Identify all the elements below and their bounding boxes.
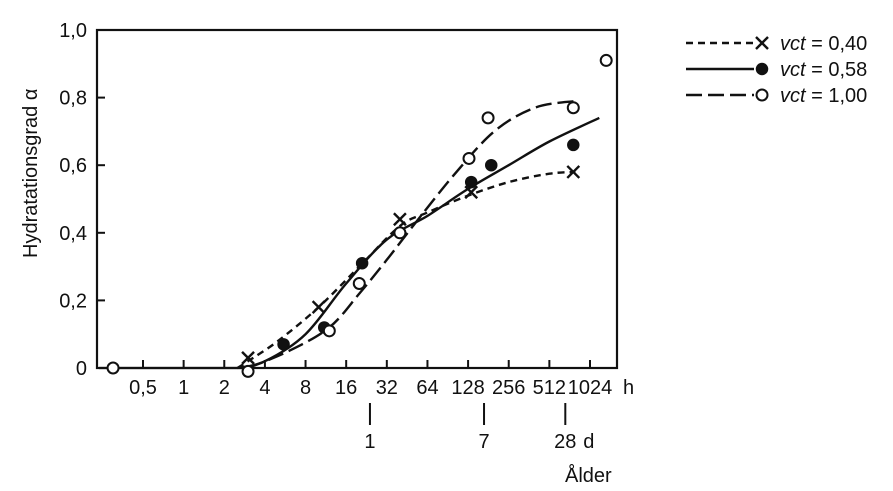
data-point-series-3 xyxy=(106,361,120,375)
y-tick-label: 0,2 xyxy=(59,290,87,312)
x-tick-label: 2 xyxy=(219,377,230,399)
x-tick-label: 256 xyxy=(492,377,525,399)
data-point-series-3 xyxy=(393,226,407,240)
x-axis-title: Ålder xyxy=(565,464,612,487)
data-point-series-1 xyxy=(566,165,581,179)
x-tick-label: 1 xyxy=(178,377,189,399)
data-point-series-2 xyxy=(484,158,498,172)
x-tick-label: 1024 xyxy=(568,377,613,399)
data-point-series-1 xyxy=(464,185,479,200)
y-axis-title: Hydratationsgrad α xyxy=(20,89,42,258)
data-point-series-1 xyxy=(241,351,255,365)
legend-marker-1 xyxy=(755,36,769,50)
series-line-1 xyxy=(236,170,576,370)
data-point-series-2 xyxy=(277,338,290,351)
data-point-series-1 xyxy=(311,300,326,315)
series-markers xyxy=(106,53,613,378)
series-line-3 xyxy=(247,99,576,370)
data-point-series-3 xyxy=(241,364,255,378)
unit-hours-label: h xyxy=(623,377,634,399)
legend-label-2: vct = 0,58 xyxy=(780,59,867,81)
day-tick-label: 1 xyxy=(364,431,375,453)
data-point-series-3 xyxy=(322,324,336,338)
y-tick-label: 0,4 xyxy=(59,223,87,245)
day-axis-ticks: 1 7 28 xyxy=(364,403,576,453)
unit-days-label: d xyxy=(583,431,594,453)
data-point-series-2 xyxy=(567,138,580,152)
data-point-series-3 xyxy=(481,111,495,125)
cross-stroke xyxy=(566,165,581,179)
cross-stroke xyxy=(755,36,769,50)
x-tick-label: 128 xyxy=(451,377,484,399)
plot-frame xyxy=(95,28,619,370)
data-point-series-3 xyxy=(462,151,476,165)
legend: vct = 0,40 vct = 0,58 vct = 1,00 xyxy=(686,33,867,107)
x-tick-label: 0,5 xyxy=(129,377,157,399)
data-point-series-3 xyxy=(566,101,580,115)
x-tick-label: 4 xyxy=(259,377,270,399)
y-tick-label: 0 xyxy=(76,358,87,380)
legend-label-3: vct = 1,00 xyxy=(780,85,867,107)
cross-stroke xyxy=(311,300,326,315)
y-tick-label: 0,6 xyxy=(59,155,87,177)
x-tick-label: 32 xyxy=(376,377,398,399)
x-axis-ticks: 0,5 1 2 4 8 16 32 64 128 256 512 1024 xyxy=(129,360,612,399)
x-tick-label: 512 xyxy=(533,377,566,399)
data-point-series-2 xyxy=(355,256,369,270)
data-point-series-3 xyxy=(352,277,366,290)
cross-stroke xyxy=(464,185,479,200)
cross-stroke xyxy=(393,212,407,227)
data-point-series-3 xyxy=(599,53,613,67)
x-tick-label: 16 xyxy=(335,377,357,399)
x-tick-label: 8 xyxy=(300,377,311,399)
legend-marker-3 xyxy=(755,88,769,102)
y-tick-label: 0,8 xyxy=(59,88,87,110)
series-curves xyxy=(99,99,600,370)
y-tick-label: 1,0 xyxy=(59,20,87,42)
legend-label-1: vct = 0,40 xyxy=(780,33,867,55)
legend-marker-2 xyxy=(755,62,769,76)
day-tick-label: 7 xyxy=(478,431,489,453)
x-tick-label: 64 xyxy=(416,377,438,399)
day-tick-label: 28 xyxy=(554,431,576,453)
data-point-series-1 xyxy=(393,212,407,227)
cross-stroke xyxy=(241,351,255,365)
data-point-series-2 xyxy=(464,175,478,189)
y-axis-ticks: 0 0,2 0,4 0,6 0,8 1,0 xyxy=(59,20,105,380)
